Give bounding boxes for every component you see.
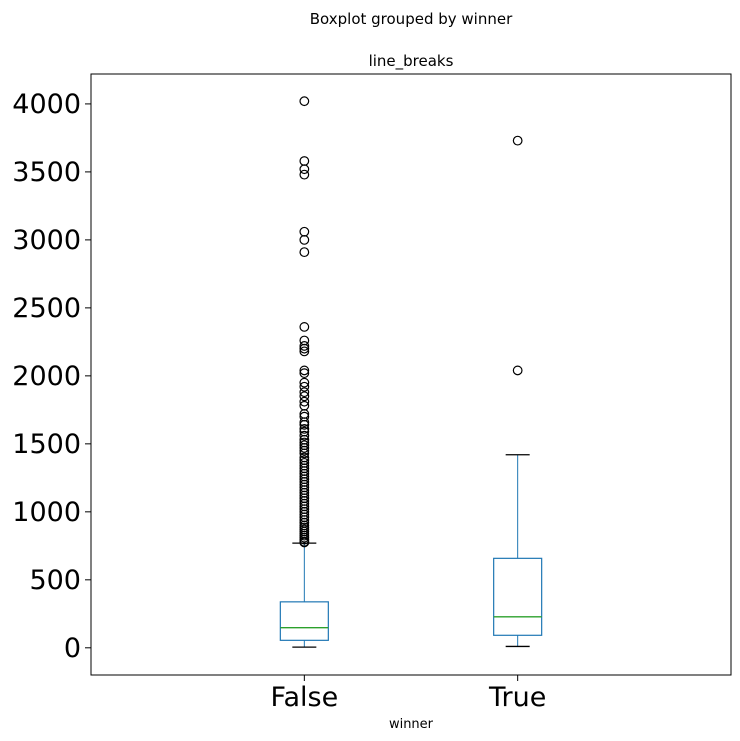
outlier-point [299, 169, 310, 180]
y-tick-label: 1500 [12, 429, 81, 460]
x-axis-label: winner [389, 717, 434, 732]
y-tick-label: 2500 [12, 293, 81, 324]
outlier-point [299, 381, 310, 392]
outlier-point [299, 343, 310, 354]
outlier-point [299, 234, 310, 245]
iqr-box [493, 557, 543, 636]
outlier-point [299, 341, 310, 351]
box-group-true [493, 135, 543, 648]
outlier-point [299, 396, 310, 407]
outlier-point [299, 448, 310, 459]
outlier-point [299, 537, 310, 548]
axes-frame [90, 73, 732, 676]
y-tick-label: 0 [64, 633, 81, 664]
outlier-point [512, 135, 523, 146]
outlier-point [299, 346, 310, 357]
outlier-point [299, 156, 310, 166]
y-tick-label: 4000 [12, 89, 81, 120]
y-tick-label: 500 [29, 565, 81, 596]
x-tick-label: False [270, 682, 338, 713]
outlier-point [299, 226, 310, 237]
iqr-box [279, 601, 329, 641]
outlier-point [299, 417, 310, 427]
outlier-point [299, 391, 310, 402]
outlier-point [299, 96, 310, 107]
outlier-point [299, 423, 310, 434]
outlier-point [299, 515, 310, 525]
outlier-point [512, 365, 523, 376]
x-axis: False True [270, 675, 546, 713]
outlier-point [299, 445, 310, 456]
chart-subtitle: line_breaks [369, 52, 454, 71]
outlier-point [299, 443, 310, 453]
outlier-point [299, 430, 310, 441]
y-tick-label: 2000 [12, 361, 81, 392]
outlier-point [299, 368, 310, 379]
outlier-point [299, 164, 310, 175]
outlier-point [299, 322, 310, 332]
y-tick-label: 3500 [12, 157, 81, 188]
y-axis: 0 500 1000 1500 2000 2500 3000 3500 4000 [12, 89, 91, 664]
outlier-point [299, 247, 310, 258]
plot-area [279, 96, 543, 648]
box-group-false [279, 96, 329, 648]
outlier-point [299, 377, 310, 388]
y-tick-label: 1000 [12, 497, 81, 528]
outlier-point [299, 387, 310, 398]
x-tick-label: True [488, 682, 546, 713]
outlier-point [299, 419, 310, 430]
outlier-point [299, 365, 310, 376]
y-tick-label: 3000 [12, 225, 81, 256]
chart-title: Boxplot grouped by winner [310, 10, 513, 28]
